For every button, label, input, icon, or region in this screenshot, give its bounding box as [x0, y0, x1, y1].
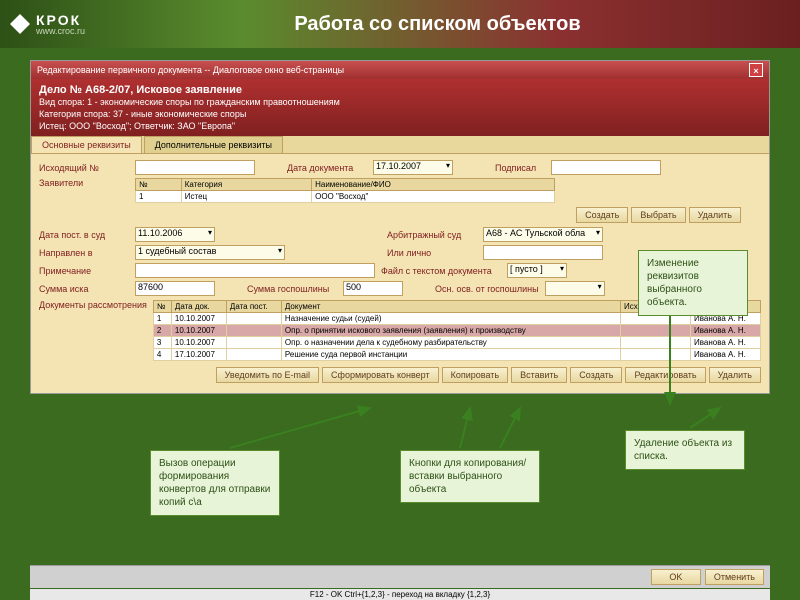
window-titlebar: Редактирование первичного документа -- Д… [31, 61, 769, 79]
annotation-envelope: Вызов операции формирования конвертов дл… [150, 450, 280, 516]
applicants-label: Заявители [39, 178, 129, 188]
table-row[interactable]: 1ИстецООО "Восход" [136, 191, 555, 203]
select-button[interactable]: Выбрать [631, 207, 685, 223]
envelope-button[interactable]: Сформировать конверт [322, 367, 439, 383]
case-line2: Категория спора: 37 - иные экономические… [39, 109, 761, 121]
or-person-input[interactable] [483, 245, 603, 260]
annotation-copy: Кнопки для копирования/вставки выбранног… [400, 450, 540, 503]
directed-label: Направлен в [39, 248, 129, 258]
tab-extra[interactable]: Дополнительные реквизиты [144, 136, 283, 153]
or-person-label: Или лично [387, 248, 477, 258]
footer-bar: OK Отменить [30, 565, 770, 588]
app-window: Редактирование первичного документа -- Д… [30, 60, 770, 394]
paste-button[interactable]: Вставить [511, 367, 567, 383]
docdate-input[interactable]: 17.10.2007 [373, 160, 453, 175]
tabs: Основные реквизиты Дополнительные реквиз… [31, 136, 769, 154]
exempt-label: Осн. осв. от госпошлины [435, 284, 539, 294]
table-row[interactable]: 210.10.2007Опр. о принятии искового заяв… [153, 325, 760, 337]
outgoing-label: Исходящий № [39, 163, 129, 173]
date-court-input[interactable]: 11.10.2006 [135, 227, 215, 242]
case-title: Дело № А68-2/07, Исковое заявление [39, 83, 761, 97]
delete2-button[interactable]: Удалить [709, 367, 761, 383]
copy-button[interactable]: Копировать [442, 367, 508, 383]
fee-label: Сумма госпошлины [247, 284, 337, 294]
docs-label: Документы рассмотрения [39, 300, 147, 310]
sum-label: Сумма иска [39, 284, 129, 294]
delete-button[interactable]: Удалить [689, 207, 741, 223]
page-title: Работа со списком объектов [85, 13, 790, 36]
table-row[interactable]: 310.10.2007Опр. о назначении дела к суде… [153, 337, 760, 349]
note-label: Примечание [39, 266, 129, 276]
arb-select[interactable]: А68 - АС Тульской обла [483, 227, 603, 242]
signed-label: Подписал [495, 163, 545, 173]
create2-button[interactable]: Создать [570, 367, 622, 383]
status-bar: F12 - OK Ctrl+{1,2,3} - переход на вклад… [30, 589, 770, 600]
case-line1: Вид спора: 1 - экономические споры по гр… [39, 97, 761, 109]
close-icon[interactable]: × [749, 63, 763, 77]
applicants-table: №КатегорияНаименование/ФИО 1ИстецООО "Во… [135, 178, 555, 203]
file-select[interactable]: [ пусто ] [507, 263, 567, 278]
edit-button[interactable]: Редактировать [625, 367, 705, 383]
arb-label: Арбитражный суд [387, 230, 477, 240]
table-row[interactable]: 417.10.2007Решение суда первой инстанции… [153, 349, 760, 361]
logo-url: www.croc.ru [36, 27, 85, 36]
fee-input[interactable]: 500 [343, 281, 403, 296]
window-title: Редактирование первичного документа -- Д… [37, 65, 344, 75]
logo-mark-icon [10, 14, 30, 34]
logo: КРОК www.croc.ru [10, 13, 85, 36]
sum-input[interactable]: 87600 [135, 281, 215, 296]
logo-brand: КРОК [36, 13, 85, 27]
date-court-label: Дата пост. в суд [39, 230, 129, 240]
slide-header: КРОК www.croc.ru Работа со списком объек… [0, 0, 800, 48]
annotation-delete: Удаление объекта из списка. [625, 430, 745, 470]
cancel-button[interactable]: Отменить [705, 569, 764, 585]
tab-main[interactable]: Основные реквизиты [31, 136, 142, 153]
docdate-label: Дата документа [287, 163, 367, 173]
create-button[interactable]: Создать [576, 207, 628, 223]
file-label: Файл с текстом документа [381, 266, 501, 276]
signed-input[interactable] [551, 160, 661, 175]
annotation-edit: Изменение реквизитов выбранного объекта. [638, 250, 748, 316]
ok-button[interactable]: OK [651, 569, 701, 585]
case-header: Дело № А68-2/07, Исковое заявление Вид с… [31, 79, 769, 136]
directed-select[interactable]: 1 судебный состав [135, 245, 285, 260]
outgoing-input[interactable] [135, 160, 255, 175]
exempt-select[interactable] [545, 281, 605, 296]
email-button[interactable]: Уведомить по E-mail [216, 367, 319, 383]
case-line3: Истец: ООО "Восход"; Ответчик: ЗАО "Евро… [39, 121, 761, 133]
note-input[interactable] [135, 263, 375, 278]
